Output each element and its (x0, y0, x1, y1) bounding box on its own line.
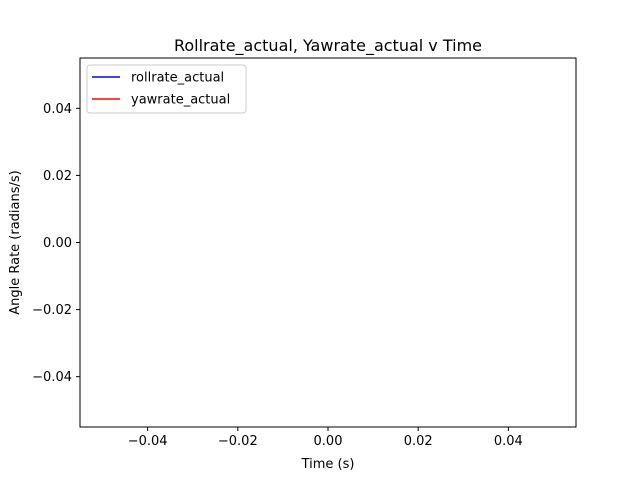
plot-frame (79, 57, 577, 428)
x-axis-ticks: −0.04 −0.02 0.00 0.02 0.04 (128, 427, 523, 449)
x-axis-label: Time (s) (301, 457, 355, 472)
x-tick-label: −0.02 (218, 434, 258, 449)
x-tick-label: 0.04 (494, 434, 523, 449)
y-tick-label: −0.02 (32, 303, 72, 318)
y-tick-label: 0.00 (43, 236, 72, 251)
legend-entries: rollrate_actual yawrate_actual (92, 71, 230, 108)
x-tick-label: 0.00 (314, 434, 343, 449)
x-tick-label: 0.02 (404, 434, 433, 449)
x-tick-label: −0.04 (128, 434, 168, 449)
legend-box (86, 64, 247, 114)
y-tick-label: −0.04 (32, 370, 72, 385)
plot-area (80, 58, 576, 427)
legend-label-yawrate-actual: yawrate_actual (131, 93, 230, 108)
legend: rollrate_actual yawrate_actual (86, 64, 247, 114)
y-axis-label: Angle Rate (radians/s) (8, 170, 23, 315)
y-tick-label: 0.02 (43, 169, 72, 184)
legend-label-rollrate-actual: rollrate_actual (131, 71, 224, 86)
chart-title: Rollrate_actual, Yawrate_actual v Time (174, 36, 482, 56)
y-axis-ticks: −0.04 −0.02 0.00 0.02 0.04 (32, 102, 80, 385)
y-tick-label: 0.04 (43, 102, 72, 117)
